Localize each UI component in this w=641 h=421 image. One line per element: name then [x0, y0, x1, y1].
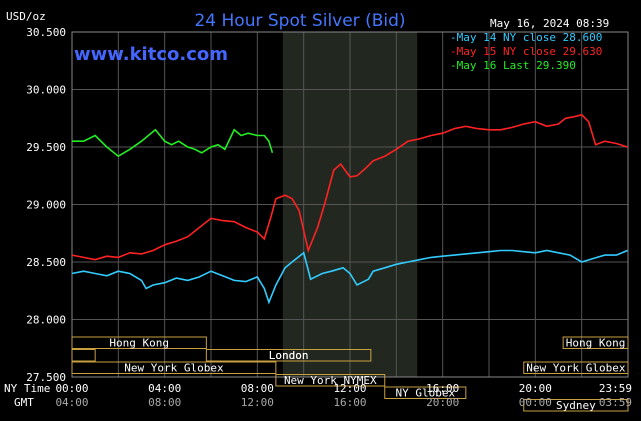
x-tick-label-ny: 04:00	[148, 382, 181, 395]
x-tick-label-ny: 12:00	[333, 382, 366, 395]
market-session-bar	[384, 386, 467, 399]
legend-entry-2: -May 15 NY close 29.630	[450, 45, 602, 58]
y-tick-label: 29.000	[26, 199, 66, 212]
legend-entry-1: -May 14 NY close 28.600	[450, 31, 602, 44]
market-label: London	[269, 349, 309, 362]
y-tick-label: 29.500	[26, 141, 66, 154]
series-line-2	[71, 113, 628, 261]
chart-title: 24 Hour Spot Silver (Bid)	[194, 11, 405, 31]
legend: -May 14 NY close 28.600-May 15 NY close …	[450, 31, 602, 72]
axes: 30.500 30.000 29.500 29.000 28.500 28.000 27.5…	[4, 26, 632, 409]
x-tick-label-ny: 08:00	[241, 382, 274, 395]
market-label: New York NYMEX	[284, 374, 377, 387]
x-tick-label-ny: 23:59	[599, 382, 632, 395]
market-session-bar	[71, 336, 207, 349]
x-tick-label-ny: 00:00	[55, 382, 88, 395]
market-session-bar	[562, 336, 629, 349]
x-tick-label-gmt: 00:00	[519, 396, 552, 409]
y-tick-label: 30.500	[26, 26, 66, 39]
x-tick-label-gmt: 03:59	[599, 396, 632, 409]
series-line-3	[72, 128, 274, 158]
y-tick-label: 28.000	[26, 314, 66, 327]
timestamp: May 16, 2024 08:39	[490, 17, 609, 30]
market-session-bar	[523, 361, 629, 374]
x-tick-label-ny: 16:00	[426, 382, 459, 395]
y-unit-label: USD/oz	[6, 10, 46, 23]
market-session-bar	[523, 399, 629, 412]
y-tick-label: 30.000	[26, 84, 66, 97]
market-label: NY Globex	[395, 387, 455, 400]
x-tick-label-gmt: 12:00	[241, 396, 274, 409]
market-label: Hong Kong	[109, 337, 169, 350]
y-tick-label: 28.500	[26, 256, 66, 269]
y-tick-label: 27.500	[26, 371, 66, 384]
market-session-bar	[205, 349, 372, 362]
plot-frame	[71, 31, 629, 378]
market-label: New York Globex	[526, 362, 626, 375]
series-line-1	[71, 249, 628, 305]
market-label: London	[269, 349, 309, 362]
market-session-bar	[71, 361, 277, 374]
watermark: www.kitco.com	[74, 44, 228, 65]
market-label: Sydney	[556, 399, 596, 412]
market-session-bar	[71, 349, 96, 362]
market-session-bar	[275, 374, 386, 387]
x-row-label-ny: NY Time	[4, 382, 50, 395]
x-row-label-gmt: GMT	[14, 396, 34, 409]
market-label: New York Globex	[124, 362, 224, 375]
x-tick-label-ny: 20:00	[519, 382, 552, 395]
x-tick-label-gmt: 20:00	[426, 396, 459, 409]
market-label: Hong Kong	[566, 337, 626, 350]
x-tick-label-gmt: 16:00	[333, 396, 366, 409]
legend-entry-3: -May 16 Last 29.390	[450, 59, 576, 72]
x-tick-label-gmt: 08:00	[148, 396, 181, 409]
x-tick-label-gmt: 04:00	[55, 396, 88, 409]
